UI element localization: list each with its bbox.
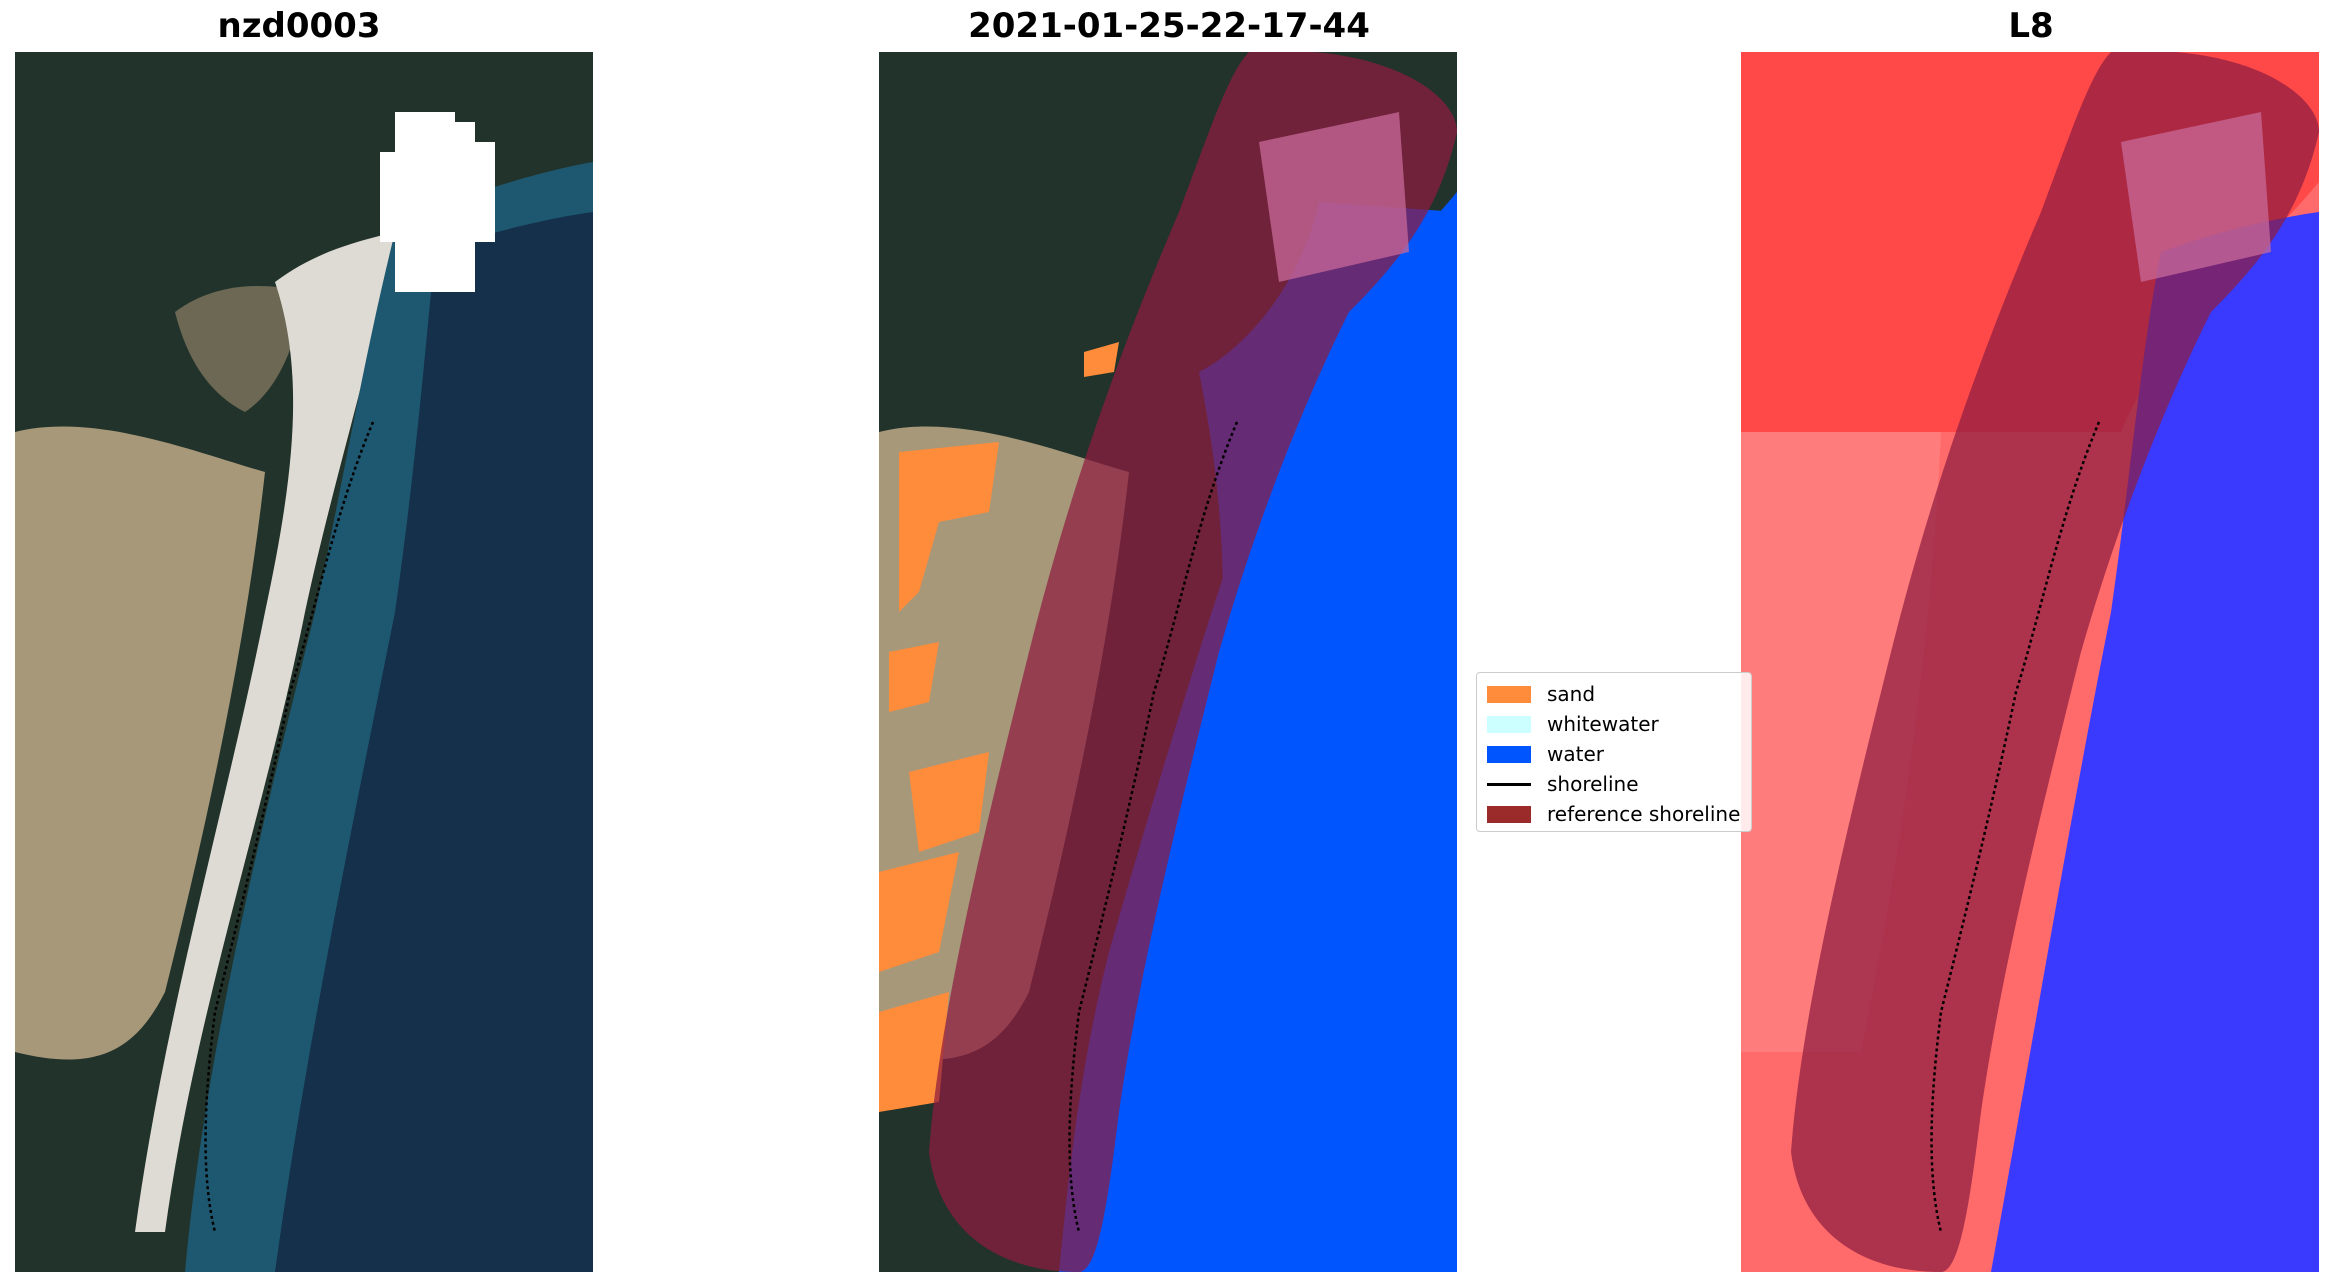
- legend-label-whitewater: whitewater: [1547, 712, 1659, 736]
- reference-shoreline-swatch: [1487, 805, 1531, 823]
- sand-swatch: [1487, 685, 1531, 703]
- legend-label-water: water: [1547, 742, 1604, 766]
- legend: sand whitewater water shoreline referenc…: [1476, 672, 1752, 832]
- rgb-image-panel: [15, 52, 593, 1272]
- index-image-panel: [1741, 52, 2319, 1272]
- rgb-satellite-image: [15, 52, 593, 1272]
- panel-title-index: L8: [2008, 6, 2054, 46]
- legend-label-sand: sand: [1547, 682, 1596, 706]
- legend-item-sand: sand: [1487, 679, 1741, 709]
- index-satellite-image: [1741, 52, 2319, 1272]
- panel-title-classified: 2021-01-25-22-17-44: [968, 6, 1370, 46]
- legend-item-water: water: [1487, 739, 1741, 769]
- legend-item-whitewater: whitewater: [1487, 709, 1741, 739]
- water-swatch: [1487, 745, 1531, 763]
- whitewater-swatch: [1487, 715, 1531, 733]
- classified-satellite-image: [879, 52, 1457, 1272]
- legend-item-shoreline: shoreline: [1487, 769, 1741, 799]
- legend-label-reference-shoreline: reference shoreline: [1547, 802, 1741, 826]
- legend-label-shoreline: shoreline: [1547, 772, 1639, 796]
- legend-item-reference-shoreline: reference shoreline: [1487, 799, 1741, 829]
- classified-image-panel: [879, 52, 1457, 1272]
- shoreline-line-icon: [1487, 782, 1531, 786]
- panel-title-rgb: nzd0003: [217, 6, 381, 46]
